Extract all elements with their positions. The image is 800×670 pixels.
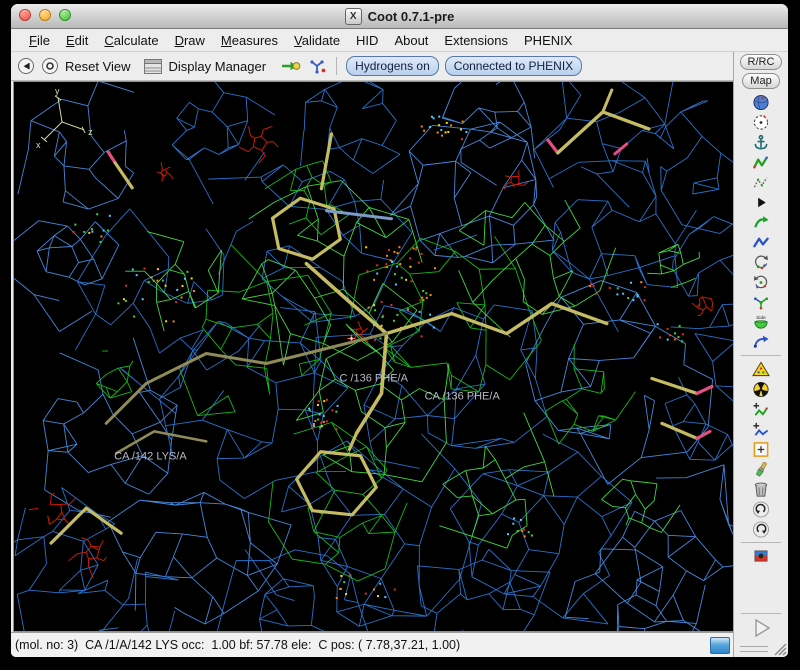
real-space-refine-icon[interactable] <box>750 154 772 171</box>
recentre-view-button[interactable] <box>41 57 59 75</box>
back-circle-icon <box>18 58 34 74</box>
grip-row <box>734 639 788 657</box>
svg-text:y: y <box>55 86 60 96</box>
undo-icon[interactable] <box>750 500 772 518</box>
menu-edit[interactable]: Edit <box>65 32 89 48</box>
edit-chi-angles-icon[interactable] <box>750 294 772 311</box>
svg-text:x: x <box>36 140 41 150</box>
title-group: X Coot 0.7.1-pre <box>11 4 788 28</box>
app-window: X Coot 0.7.1-pre File Edit Calculate Dra… <box>11 4 788 657</box>
auto-fit-rotamer-icon[interactable] <box>750 254 772 271</box>
menu-hid[interactable]: HID <box>356 32 379 48</box>
molecule-icon <box>310 60 326 74</box>
menu-draw[interactable]: Draw <box>174 32 205 48</box>
add-alt-conf-icon[interactable] <box>750 421 772 438</box>
map-button[interactable]: Map <box>742 73 780 89</box>
sphere-refine-icon[interactable] <box>750 94 772 111</box>
toolbar-separator <box>336 57 338 75</box>
menu-measures[interactable]: Measures <box>220 32 279 48</box>
display-manager-icon <box>143 58 162 74</box>
x11-icon: X <box>344 7 362 25</box>
go-to-atom-icon <box>282 61 301 71</box>
simple-mutate-icon[interactable] <box>750 381 772 398</box>
side-chain-flip-icon[interactable]: Side <box>750 314 772 331</box>
menubar: File Edit Calculate Draw Measures Valida… <box>11 29 788 52</box>
display-manager-button[interactable] <box>143 58 163 75</box>
status-text: (mol. no: 3) CA /1/A/142 LYS occ: 1.00 b… <box>15 638 461 652</box>
panel-separator <box>741 355 781 356</box>
traffic-lights <box>19 9 71 21</box>
rrc-button[interactable]: R/RC <box>739 54 783 70</box>
statusbar: (mol. no: 3) CA /1/A/142 LYS occ: 1.00 b… <box>11 632 733 657</box>
sphere-regularize-icon[interactable] <box>750 114 772 131</box>
left-column: Reset View Display Manager Hydrogens on … <box>11 52 733 657</box>
menu-calculate[interactable]: Calculate <box>104 32 159 48</box>
rotamers-icon[interactable] <box>750 274 772 291</box>
connected-to-phenix-button[interactable]: Connected to PHENIX <box>444 56 583 76</box>
gl-canvas[interactable]: y x z C /136 PHE/A CA /136 PHE/A CA /142 LYS/… <box>13 81 733 632</box>
svg-text:z: z <box>88 127 93 137</box>
close-button[interactable] <box>19 9 31 21</box>
regularize-zone-icon[interactable] <box>750 174 772 191</box>
panel-separator <box>741 613 781 614</box>
svg-text:C /136 PHE/A: C /136 PHE/A <box>339 372 408 384</box>
menu-extensions[interactable]: Extensions <box>444 32 509 48</box>
menu-about[interactable]: About <box>394 32 429 48</box>
flip-peptide-icon[interactable] <box>750 334 772 351</box>
undo-view-button[interactable] <box>17 57 35 75</box>
scene-svg: y x z C /136 PHE/A CA /136 PHE/A CA /142 LYS/… <box>14 82 733 631</box>
hydrogens-toggle-button[interactable]: Hydrogens on <box>346 56 439 76</box>
play-icon[interactable] <box>748 617 774 639</box>
menu-validate[interactable]: Validate <box>294 32 341 48</box>
svg-text:CA /142 LYS/A: CA /142 LYS/A <box>114 450 187 462</box>
run-refmac-icon[interactable] <box>750 548 772 565</box>
svg-text:CA /136 PHE/A: CA /136 PHE/A <box>425 390 501 402</box>
display-manager-label[interactable]: Display Manager <box>168 58 267 74</box>
place-atom-icon[interactable] <box>750 441 772 458</box>
statusbar-grip[interactable] <box>710 636 730 654</box>
minimize-button[interactable] <box>39 9 51 21</box>
svg-text:Side: Side <box>756 315 766 321</box>
redo-icon[interactable] <box>750 520 772 538</box>
fill-partial-residue-icon[interactable] <box>750 461 772 478</box>
body-row: Reset View Display Manager Hydrogens on … <box>11 52 788 657</box>
panel-separator <box>741 542 781 543</box>
titlebar[interactable]: X Coot 0.7.1-pre <box>11 4 788 29</box>
window-title: Coot 0.7.1-pre <box>367 8 455 24</box>
toolbar: Reset View Display Manager Hydrogens on … <box>11 52 733 81</box>
panel-bottom-group <box>734 610 788 657</box>
zoom-button[interactable] <box>59 9 71 21</box>
rotate-translate-icon[interactable] <box>750 214 772 231</box>
reset-view-button[interactable]: Reset View <box>65 58 131 74</box>
add-terminal-residue-icon[interactable] <box>750 401 772 418</box>
rigid-body-fit-icon[interactable] <box>750 234 772 251</box>
menu-phenix[interactable]: PHENIX <box>524 32 573 48</box>
go-to-atom-button[interactable] <box>280 57 302 75</box>
mutate-autofit-icon[interactable] <box>750 361 772 378</box>
fixed-atoms-icon[interactable] <box>750 194 772 211</box>
target-circle-icon <box>42 58 58 74</box>
pane-handle[interactable] <box>740 646 768 652</box>
resize-grip[interactable] <box>772 641 787 656</box>
atom-info-button[interactable] <box>308 57 327 75</box>
anchor-fixed-atoms-icon[interactable] <box>750 134 772 151</box>
right-toolbar-panel: R/RC Map Side <box>733 52 788 657</box>
delete-item-icon[interactable] <box>750 481 772 498</box>
menu-file[interactable]: File <box>29 32 50 48</box>
